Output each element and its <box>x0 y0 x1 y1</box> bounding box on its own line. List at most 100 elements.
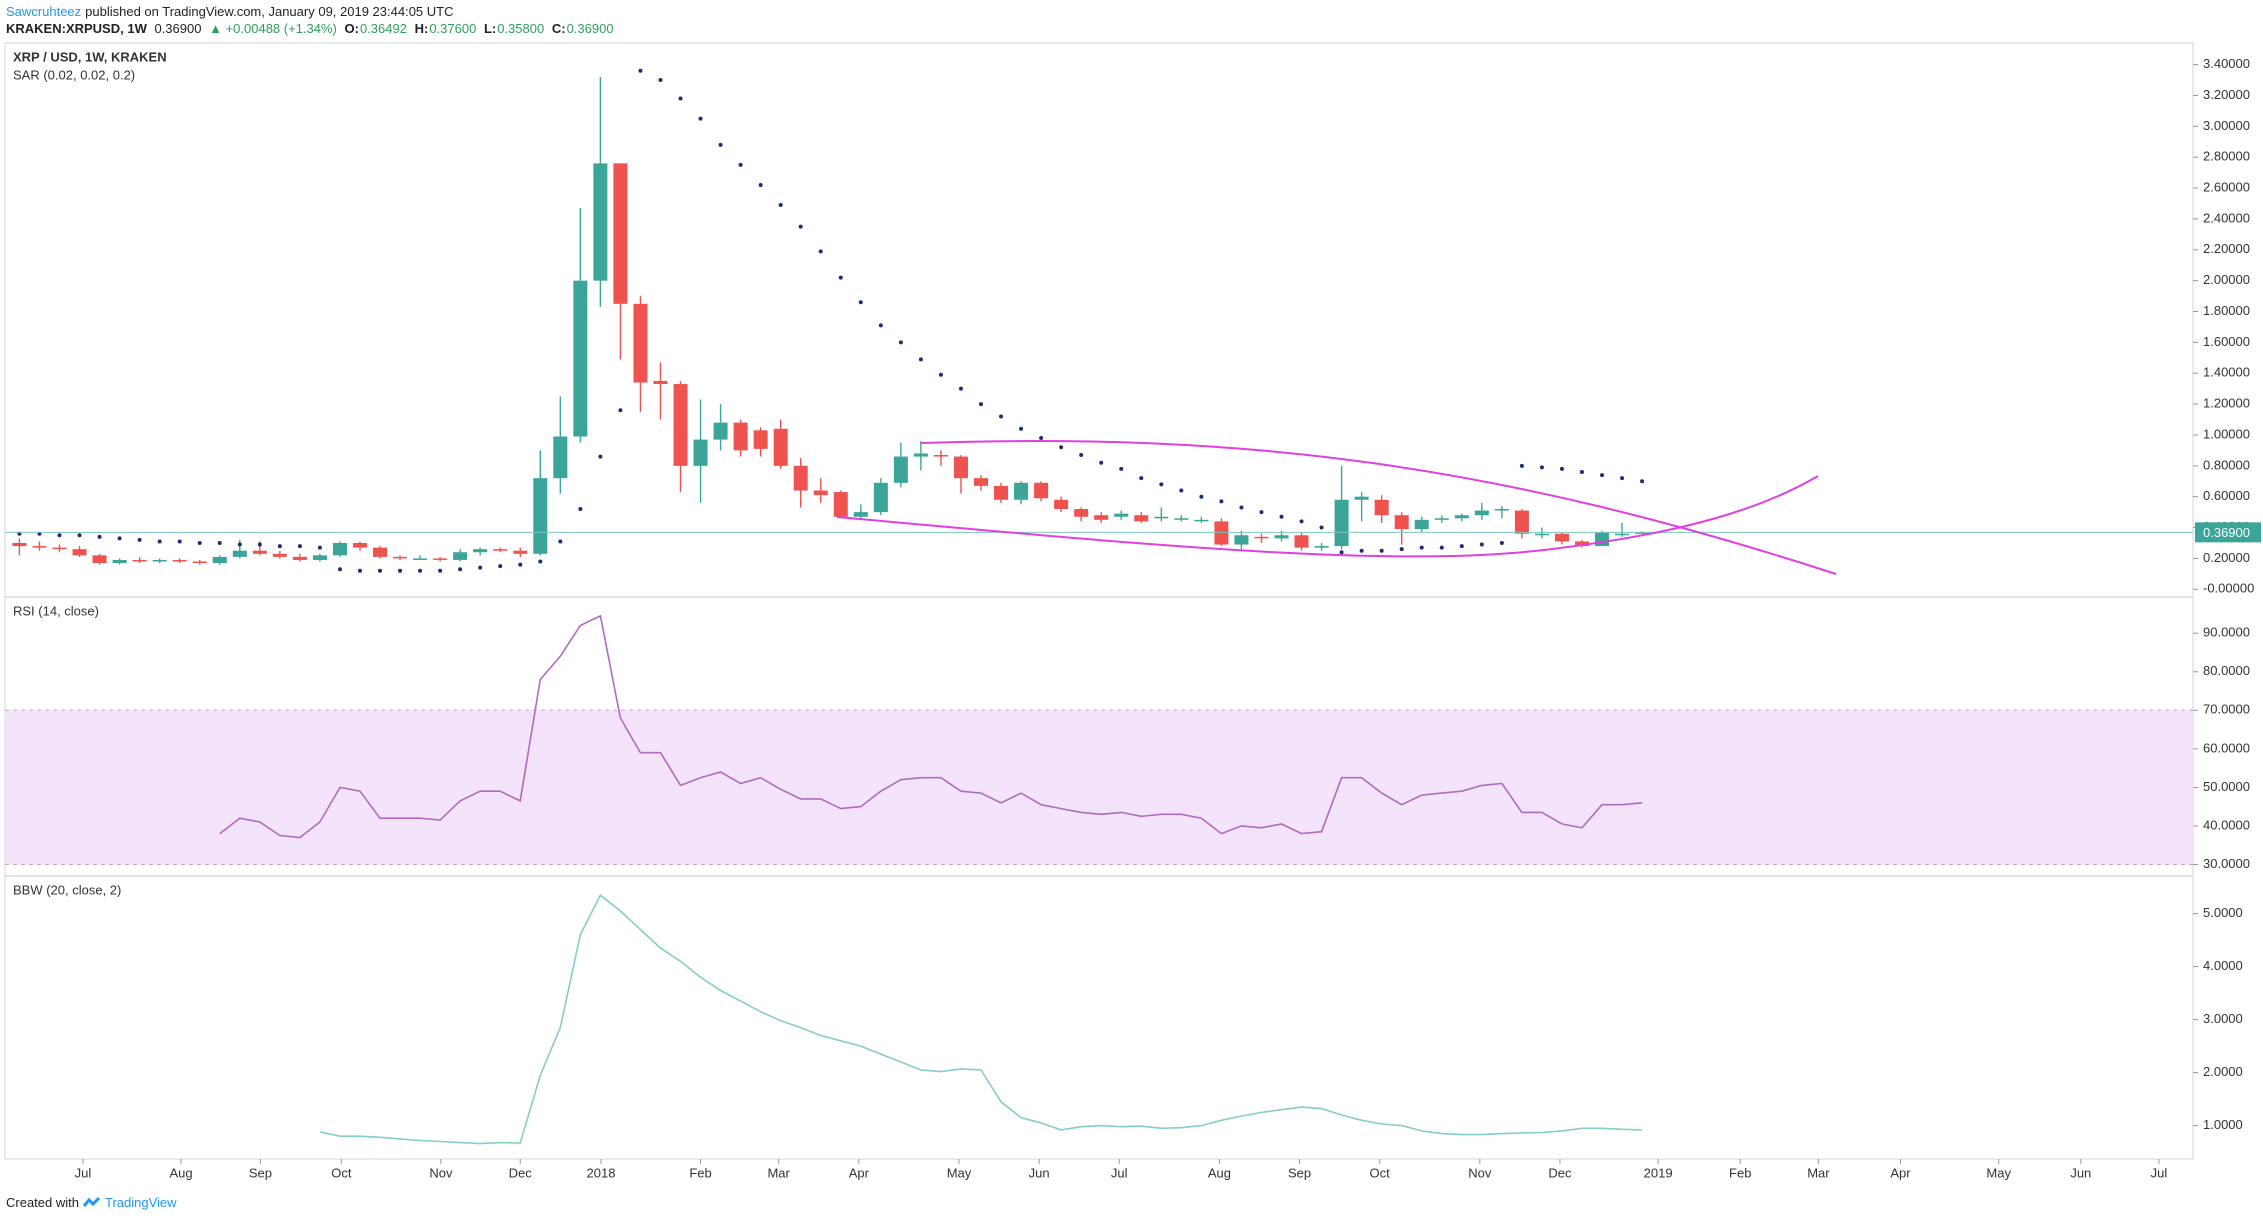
candle-body <box>613 163 628 304</box>
ohlc-label: L: <box>483 21 497 36</box>
candle-body <box>1254 536 1269 539</box>
indicator-label: SAR (0.02, 0.02, 0.2) <box>13 67 135 82</box>
x-tick-label: Apr <box>1890 1165 1911 1180</box>
sar-dot <box>418 568 423 573</box>
plot-frame <box>4 42 2194 1160</box>
candle-body <box>493 549 508 551</box>
candle-body <box>172 559 187 562</box>
y-tick-label: 0.60000 <box>2203 488 2250 503</box>
candle-body <box>373 547 388 557</box>
candle-body <box>52 547 67 550</box>
candle-body <box>833 492 848 517</box>
candle-body <box>1014 482 1029 500</box>
sar-dot <box>1119 466 1124 471</box>
x-tick-label: Mar <box>1807 1165 1830 1180</box>
x-tick-label: Jun <box>2070 1165 2091 1180</box>
sar-dot <box>1199 494 1204 499</box>
candle-body <box>1574 541 1589 547</box>
sar-dot <box>1539 465 1544 470</box>
ohlc-value: 0.36900 <box>566 21 614 36</box>
y-tick-label: 50.0000 <box>2203 779 2250 794</box>
y-tick-label: 3.0000 <box>2203 1011 2243 1026</box>
candle-body <box>513 550 528 554</box>
x-tick-label: Nov <box>429 1165 453 1180</box>
candle-body <box>272 553 287 557</box>
sar-dot <box>1459 544 1464 549</box>
y-tick-label: 90.0000 <box>2203 625 2250 640</box>
candle-body <box>1274 535 1289 539</box>
sar-dot <box>498 564 503 569</box>
x-tick-label: Feb <box>1729 1165 1751 1180</box>
candle-body <box>212 556 227 564</box>
candle-body <box>933 455 948 457</box>
candle-body <box>733 422 748 451</box>
sar-dot <box>538 559 543 564</box>
y-tick-label: 2.40000 <box>2203 210 2250 225</box>
candle-body <box>593 163 608 281</box>
sar-dot <box>858 300 863 305</box>
header-line-2: KRAKEN:XRPUSD, 1W 0.36900 ▲ +0.00488 (+1… <box>6 21 618 36</box>
x-tick-label: Feb <box>689 1165 711 1180</box>
candle-body <box>753 430 768 449</box>
sar-dot <box>1579 470 1584 475</box>
sar-dot <box>1079 453 1084 458</box>
sar-dot <box>738 162 743 167</box>
footer-text: Created with <box>6 1195 79 1210</box>
y-tick-label: 2.0000 <box>2203 1064 2243 1079</box>
y-tick-label: 60.0000 <box>2203 740 2250 755</box>
candle-body <box>453 552 468 560</box>
x-tick-label: Nov <box>1468 1165 1492 1180</box>
sar-dot <box>1039 436 1044 441</box>
sar-dot <box>558 539 563 544</box>
footer-brand[interactable]: TradingView <box>104 1195 177 1210</box>
x-tick-label: Oct <box>1370 1165 1391 1180</box>
sar-dot <box>1179 488 1184 493</box>
candle-body <box>913 453 928 457</box>
sar-dot <box>1359 548 1364 553</box>
sar-dot <box>1379 548 1384 553</box>
y-tick-label: 1.00000 <box>2203 426 2250 441</box>
sar-dot <box>598 454 603 459</box>
chart-content: -0.000000.200000.400000.600000.800001.00… <box>5 49 2261 1180</box>
indicator-line <box>319 893 1643 1145</box>
candle-body <box>1234 535 1249 545</box>
candle-body <box>1054 499 1069 510</box>
price: 0.36900 <box>154 21 202 36</box>
candle-body <box>1314 546 1329 548</box>
candle-body <box>12 542 27 547</box>
sar-dot <box>277 544 282 549</box>
sar-dot <box>1159 482 1164 487</box>
sar-dot <box>698 116 703 121</box>
sar-dot <box>458 567 463 572</box>
sar-dot <box>1519 463 1524 468</box>
rsi-band <box>5 710 2193 865</box>
candle-body <box>573 280 588 437</box>
sar-dot <box>237 542 242 547</box>
last-price-box <box>2195 522 2261 543</box>
x-tick-label: Aug <box>170 1165 193 1180</box>
sar-dot <box>798 224 803 229</box>
author-link[interactable]: Sawcruhteez <box>6 4 82 19</box>
ohlc-value: 0.37600 <box>429 21 477 36</box>
x-tick-label: Oct <box>331 1165 352 1180</box>
sar-dot <box>1559 466 1564 471</box>
sar-dot <box>718 142 723 147</box>
y-tick-label: 5.0000 <box>2203 905 2243 920</box>
published-text: published on TradingView.com, January 09… <box>85 4 454 19</box>
y-tick-label: 1.80000 <box>2203 303 2250 318</box>
y-tick-label: 2.20000 <box>2203 241 2250 256</box>
sar-dot <box>999 414 1004 419</box>
candle-body <box>1334 499 1349 547</box>
ohlc-value: 0.36492 <box>359 21 407 36</box>
candle-body <box>1214 521 1229 545</box>
sar-dot <box>1439 545 1444 550</box>
candle-body <box>112 559 127 564</box>
y-tick-label: 3.20000 <box>2203 87 2250 102</box>
candle-body <box>773 428 788 466</box>
x-tick-label: 2018 <box>587 1165 616 1180</box>
sar-dot <box>1640 479 1645 484</box>
sar-dot <box>217 540 222 545</box>
candle-body <box>653 380 668 385</box>
x-tick-label: Dec <box>1548 1165 1572 1180</box>
y-tick-label: 2.80000 <box>2203 149 2250 164</box>
